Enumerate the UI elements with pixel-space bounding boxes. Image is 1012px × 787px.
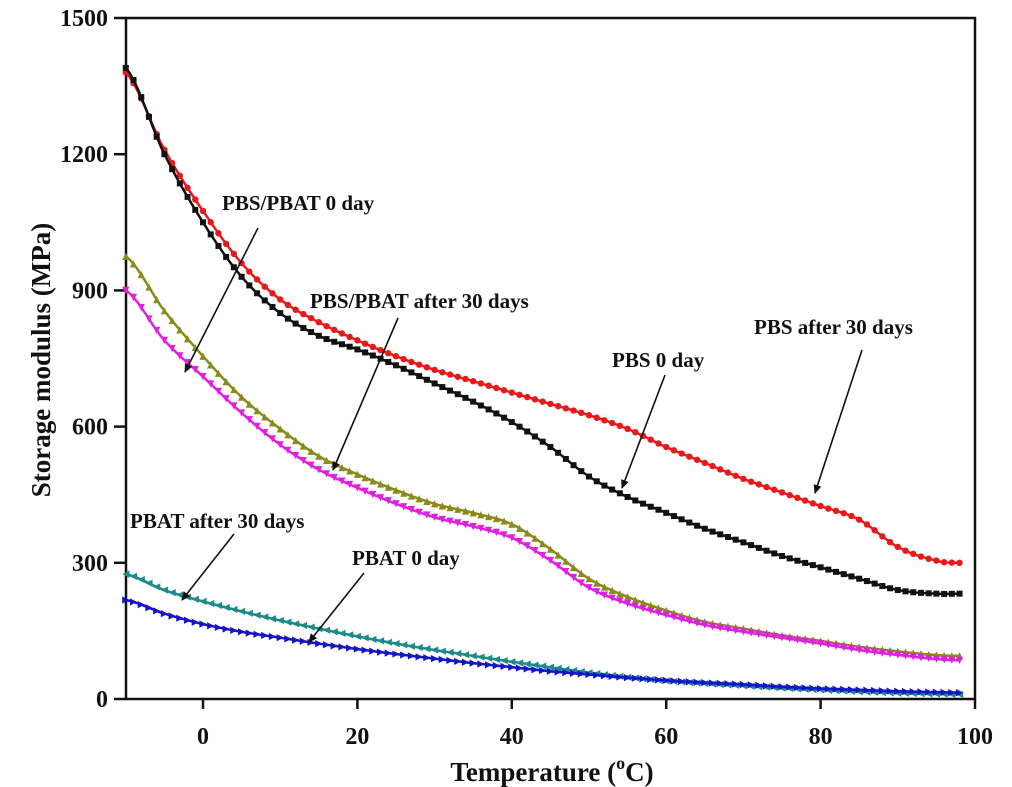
y-tick-label: 900	[72, 278, 108, 304]
annotation-label: PBS 0 day	[612, 348, 705, 372]
annotation: PBS/PBAT after 30 days	[310, 289, 529, 471]
series-layer	[122, 64, 964, 699]
arrow-icon	[813, 349, 863, 494]
series-line	[125, 289, 960, 662]
annotation-label: PBS/PBAT after 30 days	[310, 289, 529, 313]
x-tick-label: 100	[957, 724, 993, 750]
x-tick-label: 40	[500, 724, 524, 750]
x-axis-title: Temperature (oC)	[450, 753, 653, 787]
annotation: PBS 0 day	[612, 348, 705, 489]
annotation: PBAT after 30 days	[130, 509, 304, 601]
plot-border	[124, 16, 977, 701]
annotation-label: PBAT after 30 days	[130, 509, 304, 533]
x-axis-ticks: 0 20 40 60 80 100	[197, 699, 993, 750]
arrow-icon	[184, 227, 259, 373]
x-tick-label: 0	[197, 724, 209, 750]
annotation-label: PBS after 30 days	[754, 315, 913, 339]
series-pbat-0-day	[122, 596, 964, 697]
arrow-icon	[181, 533, 235, 601]
series-pbs-0-day	[122, 64, 963, 597]
y-axis-ticks: 0 300 600 900 1200 1500	[60, 6, 126, 713]
arrow-icon	[332, 317, 399, 471]
annotation-label: PBS/PBAT 0 day	[222, 191, 375, 215]
y-tick-label: 1500	[60, 6, 108, 32]
arrow-icon	[621, 374, 666, 489]
annotation: PBAT 0 day	[308, 546, 460, 643]
arrow-icon	[308, 572, 365, 643]
annotation-layer: PBS/PBAT 0 day PBS/PBAT after 30 days PBS …	[130, 191, 913, 643]
series-markers	[122, 596, 964, 697]
x-tick-label: 80	[809, 724, 833, 750]
annotation-label: PBAT 0 day	[352, 546, 460, 570]
x-tick-label: 60	[654, 724, 678, 750]
x-tick-label: 20	[345, 724, 369, 750]
y-tick-label: 600	[72, 415, 108, 441]
y-tick-label: 1200	[60, 142, 108, 168]
series-markers	[122, 64, 963, 597]
annotation: PBS/PBAT 0 day	[184, 191, 375, 373]
y-axis-title: Storage modulus (MPa)	[26, 223, 56, 497]
annotation: PBS after 30 days	[754, 315, 913, 494]
y-tick-label: 300	[72, 551, 108, 577]
plot-frame	[124, 16, 977, 701]
series-markers	[122, 252, 964, 660]
series-pbs-pbat-0-day	[122, 286, 964, 665]
series-pbs-pbat-after-30-days	[122, 252, 964, 660]
y-tick-label: 0	[96, 687, 108, 713]
series-markers	[122, 286, 964, 665]
